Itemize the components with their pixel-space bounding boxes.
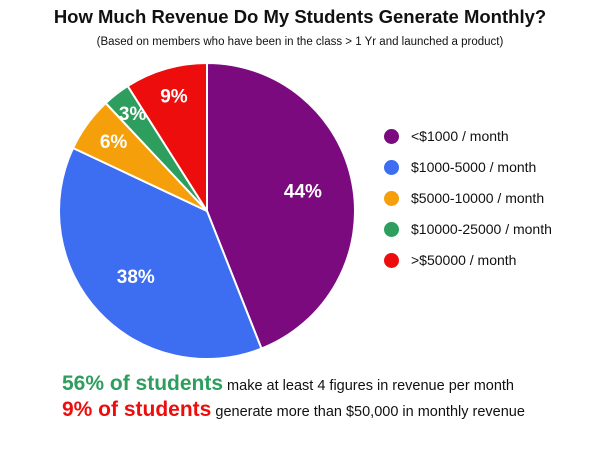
footer-line-2: 9% of students generate more than $50,00… [62, 398, 592, 422]
legend-item: $10000-25000 / month [384, 219, 552, 239]
footer-highlight: 56% of students [62, 372, 224, 395]
legend-swatch [384, 252, 399, 268]
legend-item: $1000-5000 / month [384, 157, 552, 177]
chart-title: How Much Revenue Do My Students Generate… [53, 6, 547, 27]
pie-slice [58, 146, 263, 360]
chart-subtitle: (Based on members who have been in the c… [96, 36, 504, 48]
legend-item: $5000-10000 / month [384, 188, 552, 208]
legend-label: >$50000 / month [411, 252, 517, 268]
legend-swatch [384, 221, 399, 237]
footer-highlight: 9% of students [62, 398, 212, 421]
legend-label: $1000-5000 / month [411, 159, 537, 175]
footer-text: generate more than $50,000 in monthly re… [211, 404, 525, 420]
legend-item: >$50000 / month [384, 250, 552, 270]
legend-swatch [384, 159, 399, 175]
pie-data-label: 9% [160, 86, 188, 107]
legend-label: $5000-10000 / month [411, 190, 545, 206]
legend-swatch [384, 128, 399, 144]
legend: <$1000 / month $1000-5000 / month $5000-… [384, 126, 552, 281]
legend-label: <$1000 / month [411, 128, 509, 144]
pie-data-label: 3% [119, 104, 147, 125]
pie-data-label: 38% [117, 267, 155, 288]
legend-swatch [384, 190, 399, 206]
pie-data-label: 44% [284, 182, 322, 203]
legend-label: $10000-25000 / month [411, 221, 552, 237]
legend-item: <$1000 / month [384, 126, 552, 146]
pie-slice [206, 61, 356, 350]
pie-slice [126, 61, 208, 215]
footer-line-1: 56% of students make at least 4 figures … [62, 372, 592, 396]
footer-text: make at least 4 figures in revenue per m… [223, 378, 514, 394]
pie-data-label: 6% [100, 132, 128, 153]
